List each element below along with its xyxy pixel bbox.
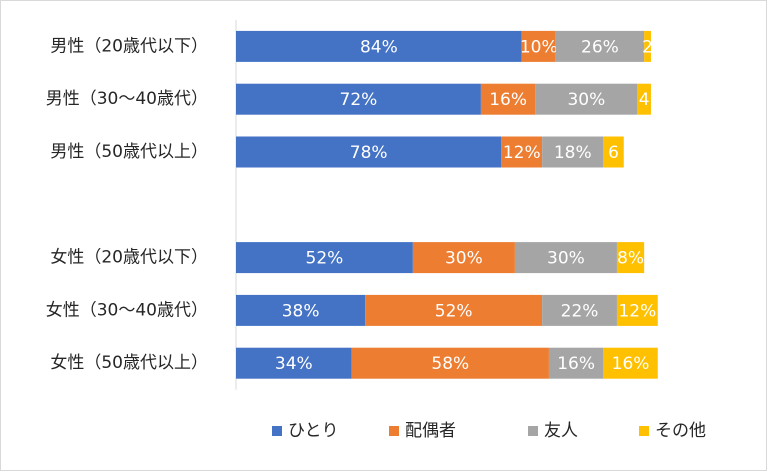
data-label: 16% [489, 90, 527, 110]
bar-segment-友人 [555, 30, 645, 62]
bar-segment-その他 [603, 136, 624, 168]
data-label: 38% [282, 301, 320, 321]
legend-label: 友人 [544, 421, 578, 441]
bar-segment-友人 [542, 294, 617, 326]
category-label: 男性（30～40歳代） [46, 89, 208, 109]
data-label: 6 [608, 143, 619, 163]
data-label: 78% [350, 143, 388, 163]
bar-segment-その他 [616, 294, 658, 326]
bar-segment-友人 [542, 136, 604, 168]
bar-segment-その他 [616, 242, 645, 274]
data-label: 72% [340, 90, 378, 110]
bar-segment-配偶者 [365, 294, 543, 326]
data-label: 4 [639, 90, 650, 110]
legend-swatch [639, 426, 649, 436]
data-label: 52% [435, 301, 473, 321]
legend-swatch [528, 426, 538, 436]
data-label: 18% [554, 143, 592, 163]
category-label: 男性（50歳代以上） [50, 142, 208, 162]
data-label: 12% [503, 143, 541, 163]
legend-swatch [389, 426, 399, 436]
bar-segment-ひとり [236, 83, 481, 115]
legend-label: その他 [655, 421, 706, 441]
data-label: 26% [581, 37, 619, 57]
bar-segment-友人 [514, 242, 617, 274]
data-label: 12% [618, 301, 656, 321]
bar-segment-配偶者 [351, 347, 549, 379]
data-label: 2 [642, 37, 653, 57]
data-label: 8% [617, 249, 644, 269]
bar-segment-友人 [548, 347, 604, 379]
bar-segment-ひとり [236, 347, 352, 379]
bar-segment-ひとり [236, 136, 502, 168]
data-label: 22% [561, 301, 599, 321]
bar-segment-その他 [603, 347, 658, 379]
legend-label: 配偶者 [405, 421, 456, 441]
data-label: 34% [275, 354, 313, 374]
bar-segment-配偶者 [521, 30, 556, 62]
bar-segment-友人 [535, 83, 638, 115]
category-label: 女性（30～40歳代） [46, 300, 208, 320]
data-label: 30% [567, 90, 605, 110]
bar-segment-その他 [644, 30, 651, 62]
data-label: 30% [547, 249, 585, 269]
bar-segment-配偶者 [412, 242, 515, 274]
category-label: 男性（20歳代以下） [50, 36, 208, 56]
bar-segment-ひとり [236, 30, 522, 62]
data-label: 10% [520, 37, 558, 57]
bar-segment-ひとり [236, 294, 366, 326]
category-label: 女性（50歳代以上） [50, 353, 208, 373]
bar-segment-ひとり [236, 242, 413, 274]
data-label: 30% [445, 249, 483, 269]
data-label: 52% [306, 249, 344, 269]
legend-swatch [272, 426, 282, 436]
bar-segment-その他 [637, 83, 651, 115]
data-label: 16% [612, 354, 650, 374]
bar-segment-配偶者 [501, 136, 543, 168]
data-label: 84% [360, 37, 398, 57]
bar-segment-配偶者 [480, 83, 536, 115]
data-label: 16% [557, 354, 595, 374]
category-label: 女性（20歳代以下） [50, 248, 208, 268]
legend-label: ひとり [288, 421, 339, 441]
data-label: 58% [431, 354, 469, 374]
